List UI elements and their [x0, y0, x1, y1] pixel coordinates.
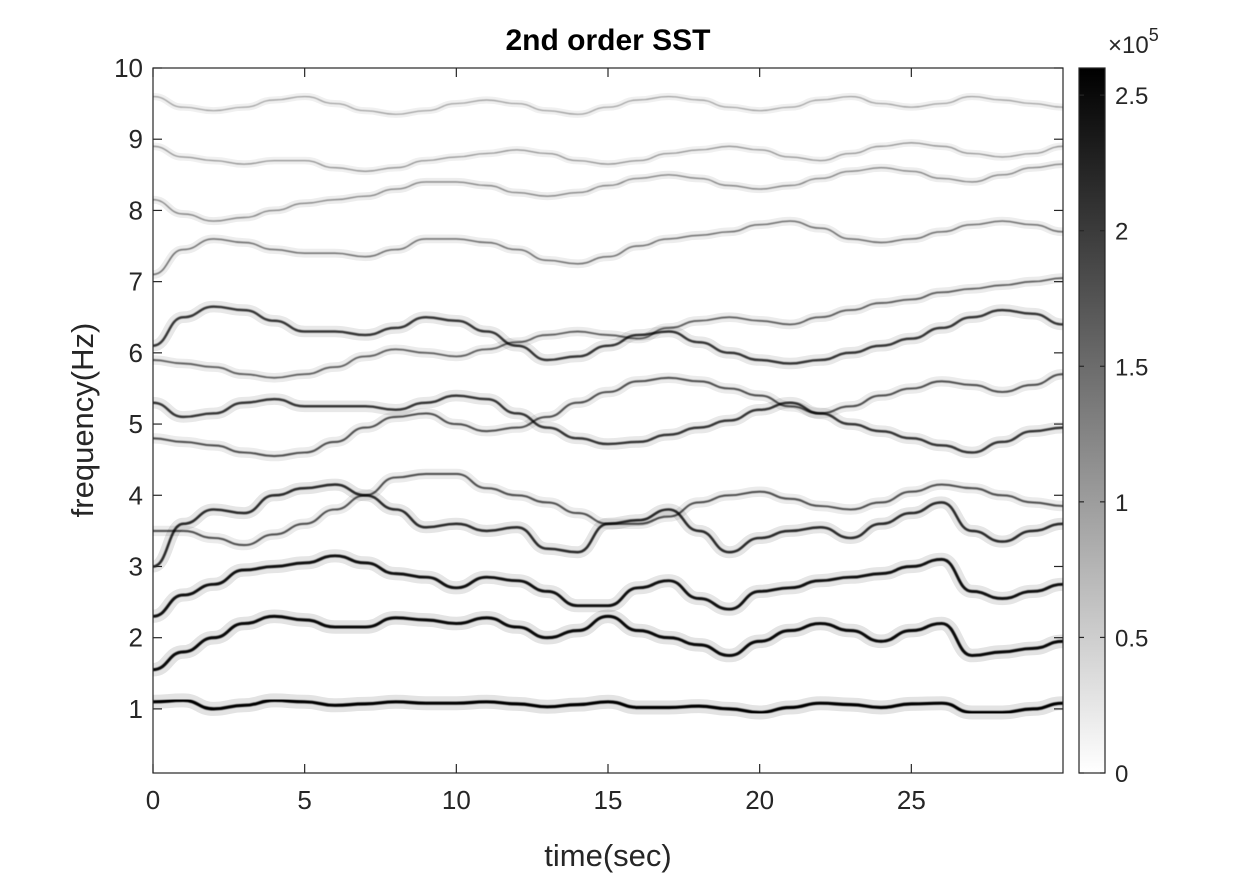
colorbar-tick-label: 1 [1115, 490, 1128, 517]
ridge-12 [153, 142, 1063, 172]
ridge-6 [153, 394, 1063, 454]
colorbar-exponent-base: ×10 [1108, 32, 1149, 59]
ridge-2 [153, 614, 1063, 672]
ridge-5 [153, 472, 1063, 547]
colorbar-axis: 0 0.5 1 1.5 2 2.5 [1079, 83, 1148, 788]
ridge-layer [153, 92, 1063, 720]
ridge-10 [153, 220, 1063, 276]
y-tick-label: 3 [129, 551, 143, 581]
x-tick-label: 20 [745, 785, 774, 815]
colorbar-tick-label: 2.5 [1115, 83, 1148, 110]
x-tick-label: 5 [297, 785, 311, 815]
y-tick-label: 1 [129, 694, 143, 724]
colorbar-tick-label: 2 [1115, 219, 1128, 246]
x-axis-label: time(sec) [544, 838, 671, 873]
x-tick-label: 10 [442, 785, 471, 815]
ridge-13 [153, 95, 1063, 115]
y-tick-label: 4 [129, 480, 143, 510]
colorbar-tick-label: 0.5 [1115, 625, 1148, 652]
y-tick-label: 9 [129, 124, 143, 154]
ridge-8 [153, 305, 1063, 365]
y-tick-label: 7 [129, 267, 143, 297]
colorbar [1078, 67, 1106, 774]
y-tick-label: 6 [129, 338, 143, 368]
colorbar-tick-label: 1.5 [1115, 354, 1148, 381]
y-axis: 1 2 3 4 5 6 7 8 9 10 [114, 53, 1063, 724]
ridge-9 [153, 277, 1063, 379]
ridge-11 [153, 163, 1063, 222]
x-tick-label: 15 [594, 785, 623, 815]
ridge-1 [153, 698, 1063, 715]
y-tick-label: 10 [114, 53, 143, 83]
chart-title: 2nd order SST [505, 24, 710, 57]
y-axis-label: frequency(Hz) [65, 323, 100, 518]
x-axis: 0 5 10 15 20 25 [146, 68, 926, 815]
y-tick-label: 2 [129, 623, 143, 653]
colorbar-tick-label: 0 [1115, 761, 1128, 788]
y-tick-label: 8 [129, 195, 143, 225]
ridge-7 [153, 373, 1063, 458]
colorbar-exponent: ×105 [1108, 25, 1159, 59]
y-tick-label: 5 [129, 409, 143, 439]
ridge-3 [153, 554, 1063, 618]
x-tick-label: 25 [897, 785, 926, 815]
colorbar-exponent-power: 5 [1149, 25, 1159, 45]
x-tick-label: 0 [146, 785, 160, 815]
